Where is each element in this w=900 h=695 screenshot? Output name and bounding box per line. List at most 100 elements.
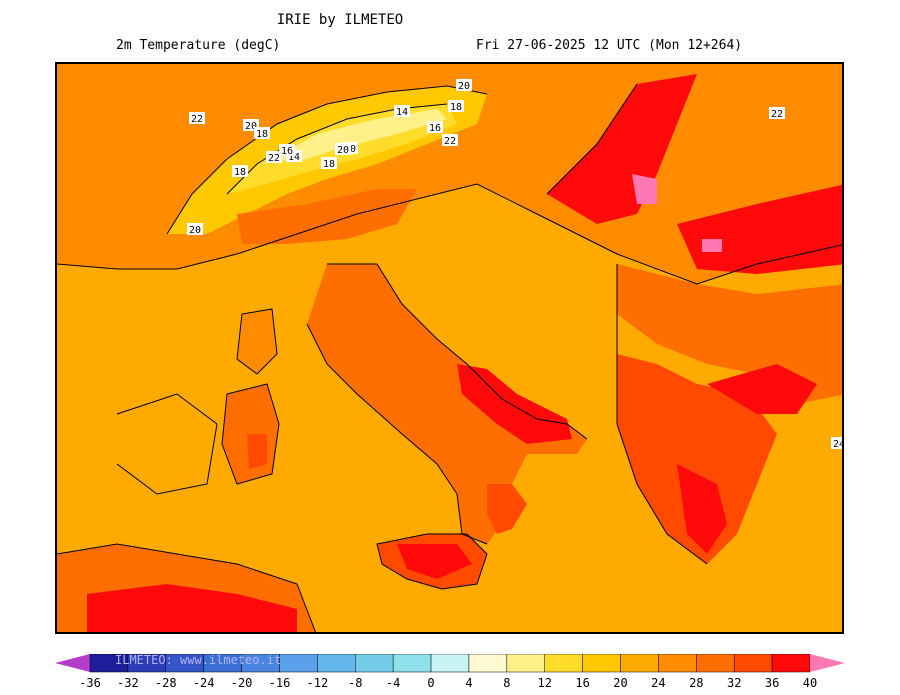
- contour-label-text: 20: [458, 81, 470, 92]
- contour-label-12: 20: [456, 79, 472, 92]
- contour-line: [546, 83, 638, 195]
- colorbar-tick-label: -20: [230, 676, 253, 690]
- contour-line: [57, 543, 316, 632]
- balkan-hot-spot: [702, 239, 722, 252]
- contour-label-13: 22: [266, 151, 282, 164]
- contour-line: [327, 263, 588, 440]
- contour-label-11: 18: [448, 100, 464, 113]
- colorbar-swatch: [771, 654, 811, 673]
- contour-label-text: 16: [281, 146, 293, 157]
- contour-label-text: 20: [337, 145, 349, 156]
- colorbar-swatch: [279, 654, 318, 673]
- north-africa-hot: [87, 584, 297, 632]
- campania-heat: [457, 364, 572, 444]
- colorbar-swatch: [544, 654, 583, 673]
- colorbar-swatch: [392, 654, 432, 673]
- contour-label-1: 22: [189, 112, 205, 125]
- contour-label-text: 24: [833, 439, 844, 450]
- contour-line: [221, 383, 280, 485]
- colorbar-tick-label: -24: [192, 676, 215, 690]
- calabria-heat: [487, 484, 527, 534]
- contour-label-18: 24: [831, 437, 844, 450]
- colorbar-swatch: [733, 654, 773, 673]
- colorbar-tick-label: 36: [764, 676, 780, 690]
- valid-time-label: Fri 27-06-2025 12 UTC (Mon 12+264): [476, 38, 743, 53]
- contour-label-8: 18: [321, 157, 337, 170]
- colorbar-high-arrow: [810, 654, 845, 672]
- colorbar-swatch: [430, 654, 470, 673]
- contour-line: [116, 393, 218, 495]
- balkans-heat: [547, 74, 697, 224]
- contour-label-text: 14: [396, 107, 408, 118]
- corsica: [237, 309, 277, 374]
- contour-label-text: 16: [429, 123, 441, 134]
- colorbar-swatch: [355, 654, 394, 673]
- contour-lines: [57, 83, 842, 632]
- colorbar-swatch: [696, 654, 735, 673]
- colorbar-tick-label: 4: [465, 676, 473, 690]
- colorbar-tick-label: 20: [613, 676, 628, 690]
- contour-label-text: 18: [323, 159, 335, 170]
- contour-line: [166, 85, 488, 235]
- contour-line: [236, 308, 278, 375]
- colorbar-tick-label: 40: [802, 676, 818, 690]
- contour-line: [376, 533, 488, 590]
- colorbar-tick-label: 32: [726, 676, 742, 690]
- sicily-hot: [397, 544, 472, 579]
- italian-peninsula: [307, 264, 587, 544]
- contour-line: [57, 183, 842, 285]
- greece-hot-1: [707, 364, 817, 414]
- colorbar-tick-label: -4: [385, 676, 401, 690]
- temperature-map: 22 20 18 14 16 22 20 18 14 16 18 20 22 2…: [55, 62, 844, 634]
- contour-label-text: 22: [444, 136, 456, 147]
- colorbar-tick-label: 28: [689, 676, 704, 690]
- contour-label-10: 16: [279, 144, 295, 157]
- po-valley: [237, 189, 417, 244]
- colorbar-tick-label: 0: [427, 676, 435, 690]
- colorbar-tick-label: 12: [537, 676, 552, 690]
- variable-label: 2m Temperature (degC): [116, 38, 281, 53]
- contour-label-text: 22: [191, 114, 203, 125]
- contour-label-6: 22: [442, 134, 458, 147]
- temperature-colorbar: [55, 654, 845, 673]
- contour-label-4: 14: [394, 105, 410, 118]
- contour-label-text: 20: [189, 225, 201, 236]
- contour-line: [616, 264, 708, 565]
- colorbar-tick-label: -8: [348, 676, 363, 690]
- map-title: IRIE by ILMETEO: [276, 12, 404, 28]
- colorbar-tick-label: -36: [79, 676, 101, 690]
- greece-heat: [617, 354, 777, 564]
- colorbar-swatch: [468, 654, 508, 673]
- colorbar-swatch: [506, 654, 545, 673]
- colorbar-swatch: [658, 654, 697, 673]
- contour-line: [306, 323, 488, 545]
- greece-hot-2: [677, 464, 727, 554]
- colorbar-tick-label: -16: [268, 676, 291, 690]
- colorbar-tick-label: -28: [154, 676, 177, 690]
- contour-label-15: 18: [232, 165, 248, 178]
- map-canvas: 22 20 18 14 16 22 20 18 14 16 18 20 22 2…: [57, 64, 844, 632]
- colorbar-tick-label: -12: [306, 676, 329, 690]
- colorbar-swatch: [620, 654, 659, 673]
- contour-label-16: 20: [335, 143, 351, 156]
- contour-label-text: 22: [771, 109, 783, 120]
- colorbar-low-arrow: [55, 654, 90, 672]
- contour-label-text: 18: [450, 102, 462, 113]
- colorbar-brand-text: ILMETEO: www.ilmeteo.it: [115, 653, 282, 667]
- contour-label-text: 14: [288, 152, 300, 163]
- contour-label-5: 16: [427, 121, 443, 134]
- contour-label-17: 22: [769, 107, 785, 120]
- hungary-hot-spot: [632, 174, 657, 204]
- contour-label-text: 20: [245, 121, 257, 132]
- colorbar-tick-label: -32: [117, 676, 139, 690]
- colorbar-swatch: [317, 654, 356, 673]
- contour-label-text: 18: [256, 129, 268, 140]
- colorbar-swatch: [582, 654, 621, 673]
- sardinia-hot: [247, 434, 267, 469]
- contour-label-3: 18: [254, 127, 270, 140]
- contour-labels: 22 20 18 14 16 22 20 18 14 16 18 20 22 2…: [187, 79, 844, 450]
- colorbar-tick-label: 16: [575, 676, 590, 690]
- colorbar-tick-label: 8: [503, 676, 511, 690]
- alps-peaks: [272, 109, 447, 162]
- contour-label-text: 18: [234, 167, 246, 178]
